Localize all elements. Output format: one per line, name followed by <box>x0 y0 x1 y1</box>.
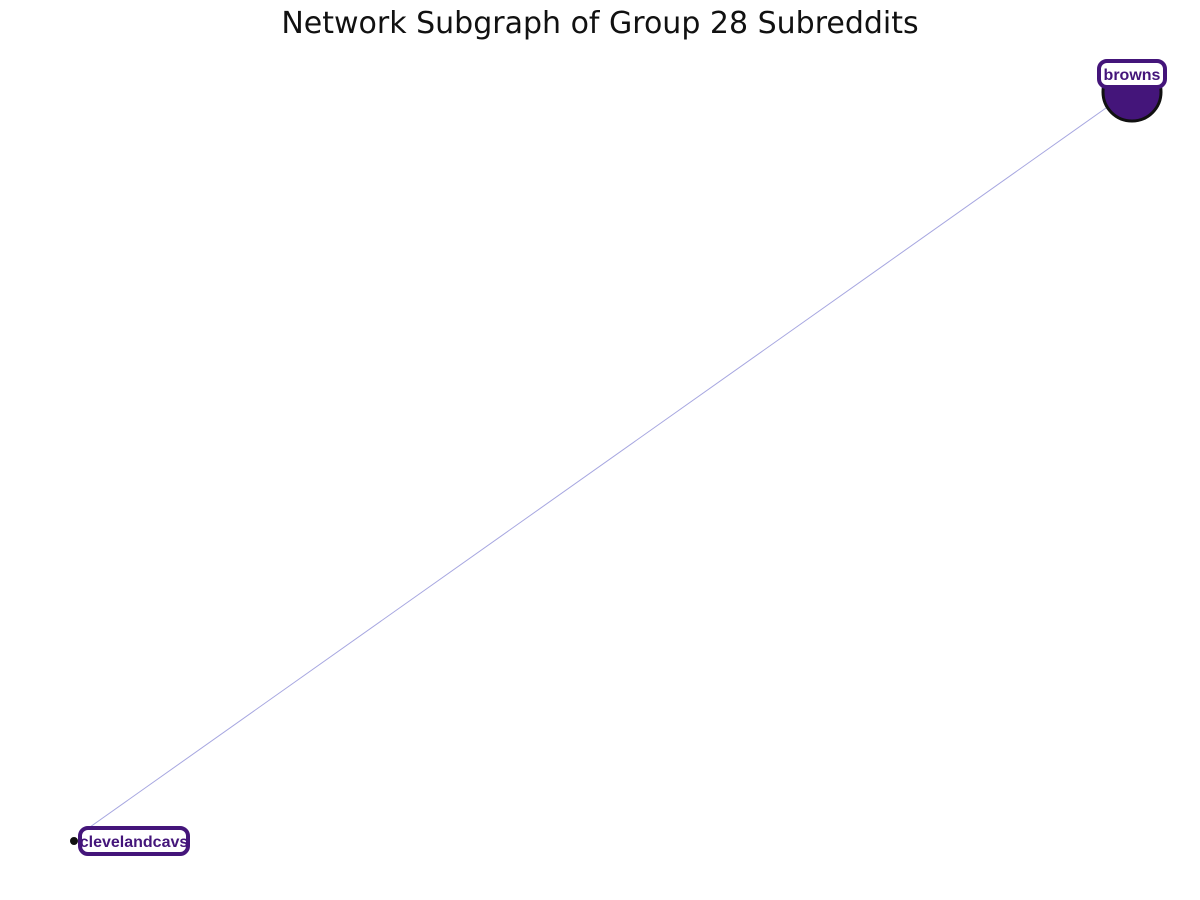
node-label-browns: browns <box>1104 67 1161 84</box>
edge-browns-clevelandcavs <box>89 107 1107 828</box>
node-clevelandcavs[interactable]: clevelandcavs <box>70 826 190 856</box>
node-label-box-browns <box>1097 59 1167 89</box>
nodes-layer: browns clevelandcavs <box>70 59 1167 856</box>
node-label-box-clevelandcavs <box>78 826 190 856</box>
node-label-clevelandcavs: clevelandcavs <box>80 834 189 851</box>
figure-title: Network Subgraph of Group 28 Subreddits <box>281 6 919 41</box>
node-circle-clevelandcavs[interactable] <box>70 837 78 845</box>
node-browns[interactable]: browns <box>1097 59 1167 123</box>
edges-layer <box>89 107 1107 828</box>
